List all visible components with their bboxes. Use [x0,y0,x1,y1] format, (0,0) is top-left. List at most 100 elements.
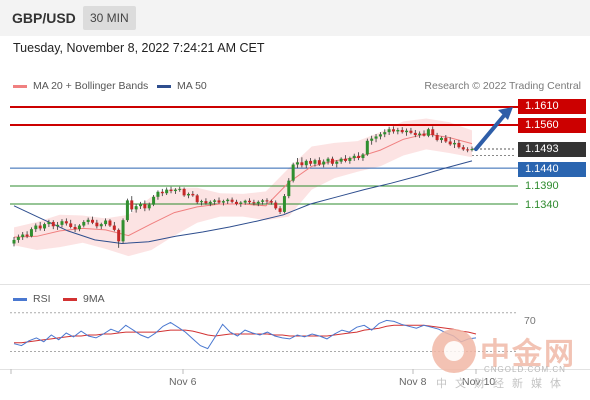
candle-body [178,188,182,190]
candle [252,199,256,206]
candle [300,157,304,168]
candle [374,133,378,143]
candle-body [287,180,291,197]
candle [38,221,42,231]
rsi-line [13,319,477,350]
candle-body [200,201,204,203]
candle-body [29,229,33,237]
candle [121,218,125,244]
candle [95,219,99,229]
candle [69,219,73,229]
candle-body [130,200,134,210]
candle [21,232,25,240]
candle [234,199,238,206]
candle-body [335,161,339,164]
candle-body [370,138,374,141]
candle-body [186,193,190,196]
candle [243,199,247,205]
candle-body [391,129,395,132]
legend-label-ma50: MA 50 [177,80,207,92]
candle-body [256,201,260,204]
candle-body [156,191,160,197]
candle [418,131,422,138]
x-tick-nov10: Nov 10 [462,376,496,388]
candle-body [252,202,256,204]
candle [91,216,95,225]
axis-divider [0,369,590,370]
candle-body [43,224,47,229]
candle-body [208,201,212,204]
candle-body [73,226,77,230]
x-tick-nov8: Nov 8 [399,376,427,388]
symbol-title: GBP/USD [12,10,76,26]
candle [29,227,33,238]
watermark-subtitle: 中文财经新媒体 [436,378,569,390]
level-tag-1340: 1.1340 [525,199,559,211]
candle [326,157,330,165]
candle-body [313,160,317,164]
candle [378,132,382,140]
candle-body [300,162,304,166]
candle [12,237,16,247]
candle [173,188,177,194]
candle [117,228,121,248]
forecast-arrow-head [498,107,513,120]
candle [256,200,260,207]
candle-body [112,225,116,230]
candle-body [409,130,413,133]
candle [365,138,369,156]
legend-label-rsi-ma: 9MA [83,293,105,305]
candle [396,127,400,135]
candle-body [309,160,313,164]
candle-body [82,221,86,226]
candle-body [426,129,430,136]
candle [248,198,252,204]
candle [138,201,142,210]
candle [160,188,164,197]
candle-body [322,161,326,165]
rsi-ma-swatch [63,297,77,301]
candle-body [400,129,404,133]
candle-body [444,137,448,142]
candle [444,135,448,143]
candle [82,220,86,228]
candle-body [365,140,369,155]
candle [195,193,199,204]
candle [461,145,465,151]
candle-body [234,201,238,204]
candle-body [104,220,108,225]
candle-body [108,220,112,226]
candle-body [16,237,20,240]
candle [431,126,435,138]
candle-body [91,219,95,223]
candle-body [269,201,273,203]
candle [99,222,103,230]
candle-body [38,225,42,229]
candle-body [405,130,409,133]
candle-body [125,200,129,221]
candle [143,200,147,212]
candle-body [317,160,321,165]
candle [204,198,208,205]
candle [147,202,151,211]
candle [213,198,217,205]
candle-body [121,220,125,242]
candle-body [195,195,199,203]
candle-body [77,225,81,230]
candle [448,137,452,146]
candle-body [383,132,387,135]
interval-button[interactable]: 30 MIN [83,6,136,30]
candle [64,218,68,226]
candle-body [470,149,474,151]
candle-body [274,202,278,209]
candle [287,178,291,199]
bollinger-band [14,118,472,257]
coin-logo-icon [432,329,476,373]
candle [453,140,457,148]
candle-body [138,204,142,207]
candle [200,199,204,206]
candle-body [357,155,361,159]
candle [134,204,138,213]
rsi-tick-70: 70 [524,315,536,327]
candle-body [169,189,173,192]
